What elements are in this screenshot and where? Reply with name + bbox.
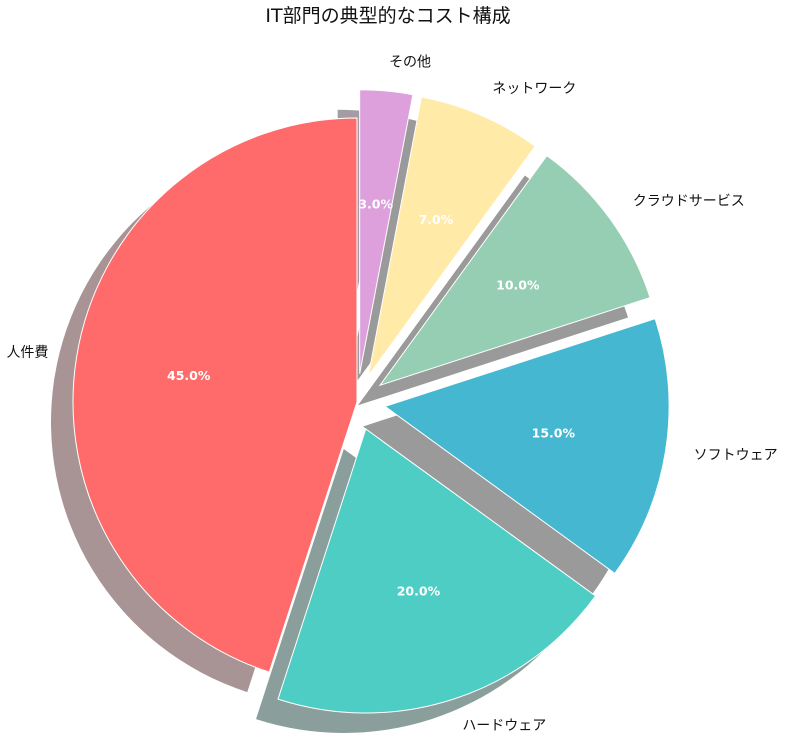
chart-title: IT部門の典型的なコスト構成 bbox=[265, 5, 510, 27]
slice-1-percentage: 20.0% bbox=[397, 584, 441, 599]
slice-4-wedge bbox=[367, 96, 536, 377]
slice-3-label: クラウドサービス bbox=[633, 194, 745, 210]
slice-2-percentage: 15.0% bbox=[532, 426, 576, 441]
slice-4-label: ネットワーク bbox=[492, 81, 576, 97]
slice-2-wedge bbox=[383, 318, 670, 575]
slice-0-wedge bbox=[72, 117, 358, 673]
percentage-labels: 45.0% 20.0% 15.0% 10.0% 7.0% 3.0% bbox=[167, 197, 575, 599]
slice-5-wedge bbox=[359, 89, 414, 374]
slice-2-label: ソフトウェア bbox=[694, 447, 778, 463]
slice-3-wedge bbox=[378, 154, 651, 387]
slice-1-wedge bbox=[277, 428, 597, 714]
slice-5-percentage: 3.0% bbox=[358, 197, 393, 212]
slice-0-label: 人件費 bbox=[6, 345, 48, 361]
pie-slices bbox=[72, 89, 670, 714]
slice-3-percentage: 10.0% bbox=[496, 278, 540, 293]
slice-0-percentage: 45.0% bbox=[167, 368, 211, 383]
slice-1-label: ハードウェア bbox=[462, 718, 546, 734]
slice-5-label: その他 bbox=[389, 55, 431, 71]
slice-4-percentage: 7.0% bbox=[419, 212, 454, 227]
